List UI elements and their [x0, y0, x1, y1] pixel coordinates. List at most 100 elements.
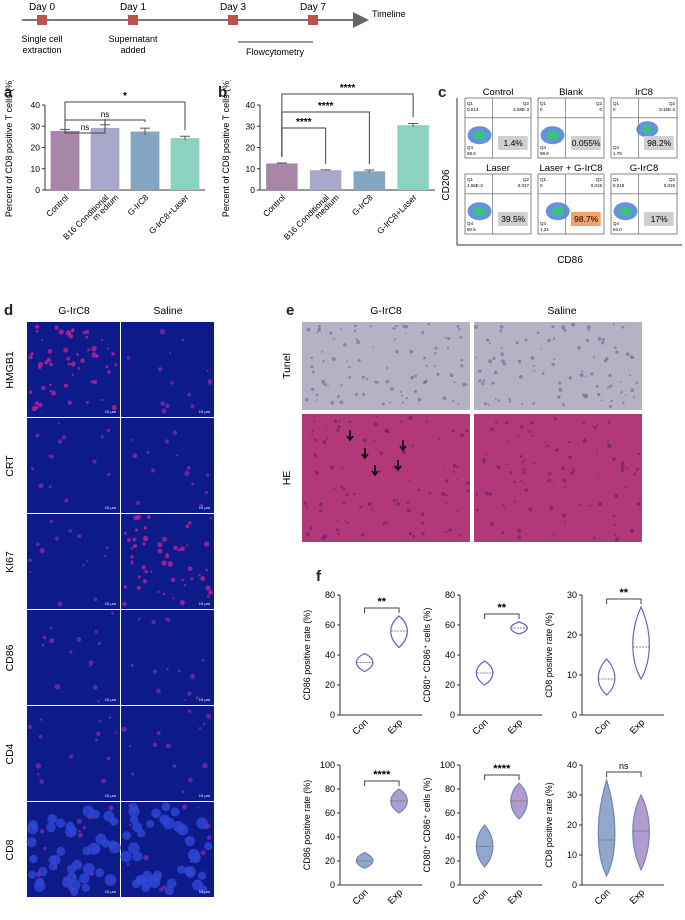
- fluorescence-signal: [202, 762, 208, 769]
- fluorescence-signal: [31, 467, 35, 471]
- cell-nucleus: [456, 466, 459, 469]
- fluorescence-signal: [202, 722, 206, 726]
- fluorescence-signal: [141, 565, 146, 570]
- cell-nucleus: [313, 420, 316, 423]
- quadrant-label: Q4: [540, 145, 547, 150]
- cell-nucleus: [482, 378, 486, 382]
- cell-nucleus: [610, 399, 614, 403]
- cell-nucleus: [340, 485, 344, 489]
- fluorescence-signal: [206, 473, 210, 477]
- cell-nucleus: [581, 393, 585, 397]
- fluorescence-signal: [161, 408, 167, 414]
- nucleus: [164, 886, 175, 896]
- nucleus: [26, 837, 37, 848]
- fluorescence-signal: [166, 617, 171, 623]
- nucleus: [33, 880, 46, 892]
- cell-nucleus: [460, 364, 464, 368]
- fluorescence-signal: [180, 546, 185, 552]
- fluorescence-signal: [82, 563, 85, 567]
- cell-nucleus: [428, 491, 432, 495]
- cell-nucleus: [445, 479, 449, 483]
- y-tick-label: 40: [567, 760, 577, 770]
- cell-nucleus: [303, 501, 307, 505]
- cell-nucleus: [614, 493, 619, 498]
- y-tick-label: 20: [567, 630, 577, 640]
- nucleus: [81, 883, 90, 892]
- nucleus: [82, 863, 95, 875]
- quadrant-value: 98.6: [467, 151, 476, 156]
- fluorescence-signal: [114, 731, 117, 734]
- cell-nucleus: [406, 501, 410, 504]
- cell-nucleus: [367, 501, 372, 506]
- cell-nucleus: [306, 327, 311, 332]
- cell-nucleus: [319, 509, 323, 512]
- cell-nucleus: [571, 322, 576, 327]
- y-tick-label: 10: [31, 164, 41, 174]
- significance-label: ****: [296, 117, 312, 128]
- significance-bracket: [606, 598, 642, 604]
- fluorescence-signal: [38, 734, 43, 739]
- cell-nucleus: [551, 325, 555, 329]
- cell-nucleus: [601, 341, 605, 345]
- cell-nucleus: [568, 440, 571, 444]
- cell-nucleus: [376, 381, 379, 384]
- fluorescence-signal: [43, 846, 47, 851]
- cell-nucleus: [362, 392, 365, 396]
- x-tick-label: Con: [351, 887, 371, 907]
- cell-nucleus: [478, 379, 482, 383]
- cell-nucleus: [448, 528, 452, 532]
- quadrant-label: Q4: [613, 221, 620, 226]
- cell-nucleus: [456, 478, 459, 481]
- percentage-value: 39.5%: [501, 214, 526, 224]
- quadrant-label: Q1: [540, 101, 547, 106]
- fluorescence-signal: [128, 823, 132, 827]
- cell-nucleus: [562, 478, 567, 483]
- fluorescence-signal: [204, 490, 209, 495]
- fluorescence-signal: [49, 383, 52, 387]
- y-tick-label: 60: [325, 620, 335, 630]
- quadrant-label: Q1: [467, 177, 474, 182]
- scale-bar-label: 10 μm: [105, 409, 117, 414]
- cell-nucleus: [584, 393, 589, 398]
- row-label: CD8: [4, 839, 16, 860]
- fluorescence-signal: [111, 611, 115, 615]
- cell-nucleus: [322, 360, 325, 363]
- nucleus: [103, 810, 115, 822]
- fluorescence-signal: [68, 529, 73, 533]
- cell-nucleus: [520, 455, 523, 458]
- cell-nucleus: [333, 337, 336, 340]
- y-tick-label: 0: [450, 710, 455, 720]
- cell-nucleus: [401, 394, 403, 397]
- cell-nucleus: [442, 396, 447, 401]
- cell-nucleus: [466, 489, 470, 493]
- fluorescence-signal: [50, 390, 57, 396]
- y-tick-label: 40: [31, 100, 41, 110]
- fluorescence-signal: [172, 764, 177, 768]
- scale-bar-label: 10 μm: [199, 601, 211, 606]
- fluorescence-signal: [170, 577, 176, 583]
- cell-nucleus: [452, 463, 457, 468]
- significance-bracket: [364, 607, 400, 613]
- y-tick-label: 20: [246, 143, 256, 153]
- nucleus: [109, 841, 121, 854]
- cell-nucleus: [579, 503, 582, 506]
- y-tick-label: 0: [250, 185, 255, 195]
- cell-nucleus: [456, 510, 459, 513]
- cell-nucleus: [623, 466, 626, 468]
- cell-nucleus: [348, 376, 352, 379]
- fluorescence-signal: [186, 544, 189, 547]
- fluorescence-signal: [205, 585, 211, 591]
- fluorescence-signal: [168, 351, 171, 355]
- nucleus: [170, 807, 180, 817]
- fluorescence-signal: [203, 541, 210, 547]
- fluorescence-signal: [97, 700, 100, 703]
- cell-nucleus: [305, 506, 308, 509]
- nucleus: [38, 866, 48, 877]
- fluorescence-signal: [70, 329, 75, 333]
- significance-bracket: [281, 93, 414, 158]
- fluorescence-signal: [40, 338, 43, 341]
- y-tick-label: 30: [567, 790, 577, 800]
- fluorescence-signal: [64, 498, 69, 503]
- fluorescence-signal: [106, 428, 111, 433]
